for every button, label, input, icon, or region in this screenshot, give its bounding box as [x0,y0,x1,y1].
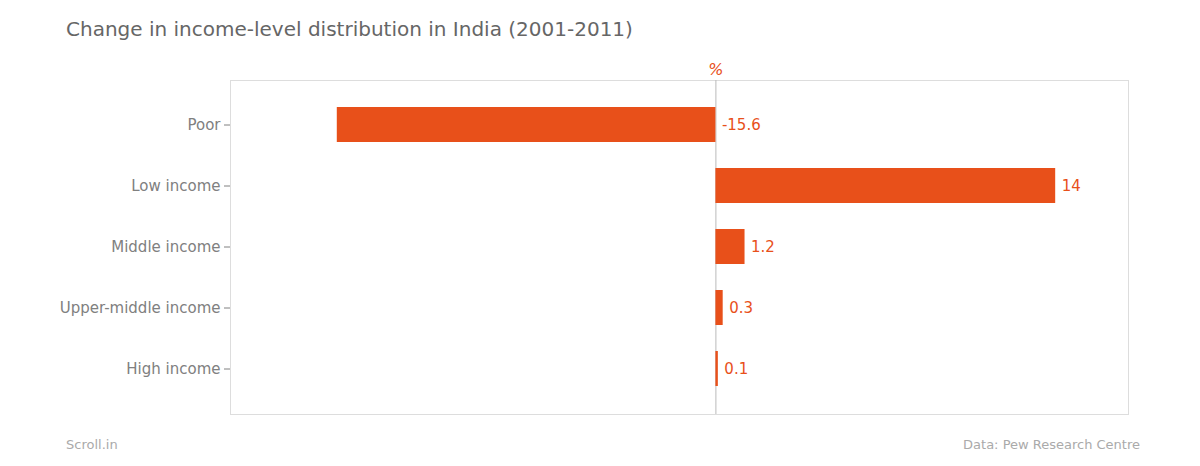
html-text:Change in income-level distrib: Change in income-level distribution in I… [66,17,633,41]
svg-text:0.1: 0.1 [724,360,748,378]
html-text:Scroll.in: Scroll.in [66,437,118,452]
svg-text:Middle income: Middle income [111,238,220,256]
svg-text:Upper-middle income: Upper-middle income [60,299,221,317]
svg-text:1.2: 1.2 [751,238,775,256]
html-text:Data: Pew Research Centre: Data: Pew Research Centre [963,437,1140,452]
svg-text:0.3: 0.3 [729,299,753,317]
svg-text:14: 14 [1062,177,1081,195]
svg-text:High income: High income [126,360,220,378]
svg-text:%: % [708,60,723,79]
svg-text:-15.6: -15.6 [722,116,761,134]
svg-text:Poor: Poor [187,116,221,134]
svg-text:Low income: Low income [131,177,220,195]
